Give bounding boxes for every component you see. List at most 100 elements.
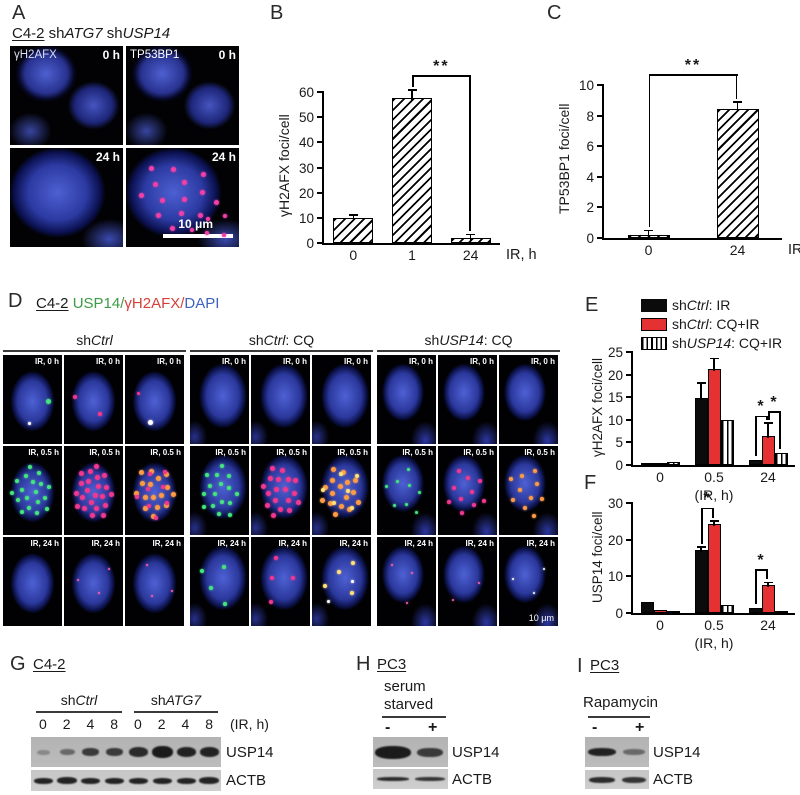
y-tick-label: 6: [586, 139, 594, 155]
bar-0.5-vstripe: [720, 420, 734, 465]
focus-dot: [159, 492, 165, 498]
focus-dot: [451, 486, 456, 491]
focus-dot: [349, 591, 354, 596]
y-tick: [317, 242, 324, 244]
y-tick: [597, 206, 604, 209]
focus-dot: [107, 567, 110, 570]
sig-bracket-leg: [648, 75, 651, 228]
error-bar: [700, 383, 702, 401]
i-usp14-label: USP14: [653, 744, 701, 761]
y-tick-label: 20: [607, 532, 623, 548]
focus-dot: [171, 589, 174, 592]
error-bar-cap: [763, 581, 773, 584]
y-tick-label: 0: [615, 458, 623, 473]
y-tick: [317, 91, 324, 93]
error-bar: [352, 215, 355, 220]
g-actb-blot: [31, 770, 221, 791]
focus-dot: [522, 505, 527, 510]
sig-bracket-leg: [768, 412, 770, 420]
focus-dot: [155, 504, 161, 510]
protein-band: [377, 777, 409, 781]
focus-dot: [142, 494, 148, 500]
protein-band: [33, 777, 53, 784]
micrograph-d-r1-c8: IR, 0.5 h: [499, 446, 558, 535]
focus-dot: [46, 398, 52, 404]
x-axis-title: (IR, h): [694, 635, 734, 651]
y-tick-label: 60: [298, 85, 314, 100]
legend-item-shctrl-cq-ir: shCtrl: CQ+IR: [641, 316, 760, 333]
treatment-rule: [382, 716, 446, 718]
panel-e-label: E: [585, 294, 599, 316]
focus-dot: [337, 483, 343, 489]
focus-dot: [85, 488, 90, 494]
focus-dot: [164, 484, 170, 490]
focus-dot: [77, 578, 80, 581]
focus-dot: [221, 564, 226, 569]
x-axis-title: IR, h: [506, 247, 537, 263]
focus-dot: [331, 500, 336, 505]
focus-dot: [199, 189, 205, 195]
focus-dot: [146, 504, 151, 509]
panel-h-label: H: [356, 653, 371, 675]
focus-dot: [145, 564, 148, 567]
y-tick: [626, 538, 633, 541]
focus-dot: [351, 561, 356, 566]
gene-usp14: USP14: [122, 25, 171, 42]
error-bar: [767, 583, 769, 588]
protein-band: [417, 747, 443, 757]
micrograph-d-r0-c1: IR, 0 h: [64, 355, 123, 444]
focus-dot: [418, 491, 422, 495]
group-rule: [190, 350, 373, 352]
focus-dot: [273, 487, 279, 493]
protein-band: [151, 746, 173, 758]
focus-dot: [227, 474, 232, 479]
focus-dot: [102, 502, 108, 508]
y-tick-label: 10: [298, 210, 314, 226]
micrograph-d-r1-c2: IR, 0.5 h: [125, 446, 184, 535]
bar-0.5-black: [694, 549, 708, 613]
focus-dot: [43, 496, 48, 501]
focus-dot: [148, 468, 154, 474]
y-tick-label: 0: [306, 236, 314, 251]
micrograph-d-r0-c4: IR, 0 h: [251, 355, 310, 444]
focus-dot: [155, 476, 161, 482]
focus-dot: [204, 231, 209, 236]
x-tick-label: 24: [760, 469, 776, 485]
significance-label: *: [757, 398, 766, 416]
focus-dot: [391, 564, 394, 567]
focus-dot: [171, 492, 177, 498]
sig-bracket-leg: [735, 75, 738, 99]
focus-dot: [89, 513, 95, 518]
g-ir-axis-label: (IR, h): [230, 716, 269, 732]
micrograph-d-r2-c2: IR, 24 h: [125, 537, 184, 626]
focus-dot: [23, 474, 28, 479]
micrograph-d-r0-c2: IR, 0 h: [125, 355, 184, 444]
bar-0-black: [640, 601, 654, 613]
y-tick: [597, 84, 604, 86]
y-tick-label: 0: [615, 606, 623, 621]
y-tick: [626, 441, 633, 444]
bar-24-red: [761, 435, 775, 465]
focus-dot: [343, 494, 349, 500]
protein-band: [588, 748, 616, 756]
micrograph-d-r0-c7: IR, 0 h: [438, 355, 497, 444]
focus-dot: [219, 500, 224, 505]
focus-dot: [26, 505, 31, 510]
image-time-label: IR, 24 h: [278, 539, 307, 548]
focus-dot: [108, 492, 114, 498]
g-actb-label: ACTB: [226, 772, 267, 789]
x-tick-label: 0.5: [704, 617, 724, 633]
h-usp14-blot: [373, 737, 448, 767]
focus-dot: [143, 506, 149, 512]
x-axis-title: IR, h: [788, 242, 800, 258]
focus-dot: [136, 391, 140, 395]
error-bar-cap: [763, 422, 773, 424]
focus-dot: [345, 489, 350, 494]
y-tick: [626, 396, 633, 399]
bar-24-black: [748, 607, 762, 613]
focus-dot: [162, 469, 167, 474]
focus-dot: [344, 479, 350, 485]
focus-dot: [10, 491, 15, 496]
focus-dot: [190, 227, 195, 232]
focus-dot: [98, 592, 100, 595]
